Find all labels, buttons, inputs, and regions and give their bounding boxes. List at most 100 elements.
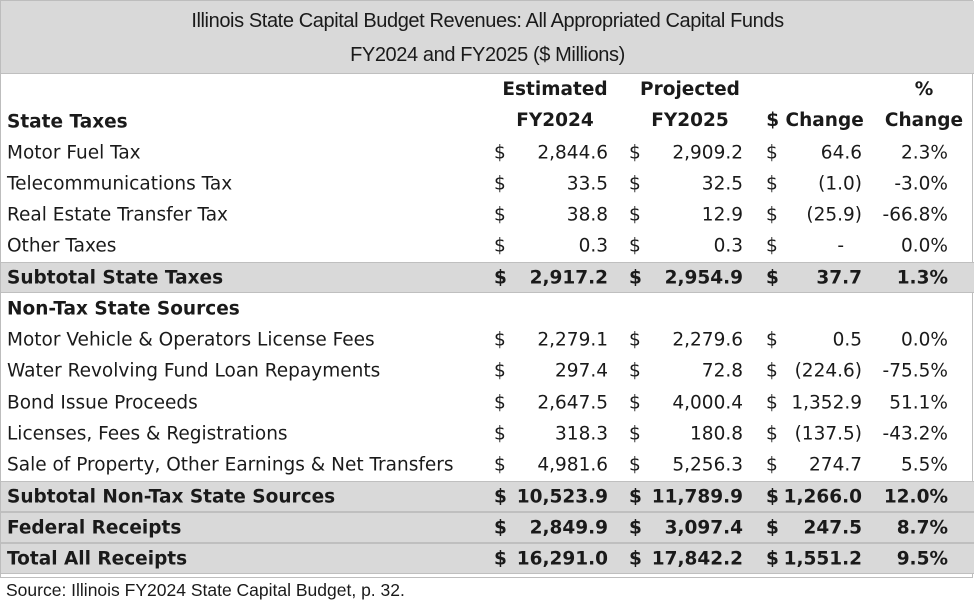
header-fy2024: FY2024	[516, 110, 594, 131]
percent-change-value: 8.7%	[896, 517, 948, 538]
change-value: (25.9)	[806, 204, 862, 225]
change-value: 1,551.2	[783, 548, 862, 569]
fy2025-value: 0.3	[713, 235, 743, 256]
dollar-sign: $	[494, 267, 507, 288]
dollar-sign: $	[766, 392, 778, 413]
table-row: Licenses, Fees & Registrations $318.3 $180…	[1, 418, 974, 449]
fy2024-value: 38.8	[566, 204, 608, 225]
row-label: Water Revolving Fund Loan Repayments	[7, 360, 381, 381]
fy2025-value: 72.8	[701, 360, 743, 381]
percent-change-value: 0.0%	[901, 329, 948, 350]
header-percent-symbol: %	[914, 79, 934, 100]
dollar-sign: $	[629, 173, 641, 194]
dollar-sign: $	[494, 548, 507, 569]
fy2024-value: 2,917.2	[529, 267, 608, 288]
fy2025-value: 32.5	[701, 173, 743, 194]
header-percent-change: Change	[884, 110, 964, 131]
row-label: Motor Vehicle & Operators License Fees	[7, 329, 375, 350]
percent-change-value: -75.5%	[882, 360, 948, 381]
percent-change-value: -43.2%	[882, 423, 948, 444]
dollar-sign: $	[629, 392, 641, 413]
fy2024-value: 0.3	[578, 235, 608, 256]
fy2024-value: 10,523.9	[516, 486, 608, 507]
table-row: Motor Vehicle & Operators License Fees $2…	[1, 324, 974, 355]
fy2024-value: 2,647.5	[537, 392, 608, 413]
dollar-sign: $	[766, 423, 778, 444]
change-value: (137.5)	[794, 423, 862, 444]
dollar-sign: $	[494, 173, 506, 194]
fy2025-value: 4,000.4	[672, 392, 743, 413]
row-label: Subtotal Non-Tax State Sources	[7, 486, 336, 507]
section-label: Non-Tax State Sources	[7, 298, 240, 319]
table-subtitle: FY2024 and FY2025 ($ Millions)	[350, 44, 625, 66]
table-row: Telecommunications Tax $33.5 $32.5 $ (1.0) -3…	[1, 168, 974, 199]
dollar-sign: $	[629, 454, 641, 475]
change-value: (224.6)	[794, 360, 862, 381]
change-value: 274.7	[809, 454, 862, 475]
dollar-sign: $	[629, 329, 641, 350]
table-row-subtotal: Federal Receipts $2,849.9 $3,097.4 $247.5 8.…	[1, 512, 974, 543]
dollar-sign: $	[629, 267, 642, 288]
dollar-sign: $	[629, 204, 641, 225]
change-value: -	[837, 235, 844, 256]
fy2025-value: 11,789.9	[651, 486, 743, 507]
dollar-sign: $	[629, 517, 642, 538]
dollar-sign: $	[766, 360, 778, 381]
fy2024-value: 4,981.6	[537, 454, 608, 475]
dollar-sign: $	[629, 548, 642, 569]
change-value: 1,266.0	[783, 486, 862, 507]
dollar-sign: $	[494, 454, 506, 475]
fy2025-value: 2,954.9	[664, 267, 743, 288]
fy2025-value: 12.9	[701, 204, 743, 225]
source-note: Source: Illinois FY2024 State Capital Bu…	[6, 580, 405, 600]
dollar-sign: $	[766, 329, 778, 350]
row-label: Other Taxes	[7, 235, 117, 256]
fy2024-value: 33.5	[566, 173, 608, 194]
row-label: Licenses, Fees & Registrations	[7, 423, 288, 444]
title-band: Illinois State Capital Budget Revenues: …	[1, 1, 974, 74]
dollar-sign: $	[766, 548, 779, 569]
row-label: Subtotal State Taxes	[7, 267, 224, 288]
table-row: Sale of Property, Other Earnings & Net T…	[1, 449, 974, 480]
dollar-sign: $	[494, 423, 506, 444]
fy2024-value: 16,291.0	[516, 548, 608, 569]
header-estimated: Estimated	[502, 79, 608, 100]
change-value: 37.7	[816, 267, 862, 288]
dollar-sign: $	[766, 173, 778, 194]
table-row: Bond Issue Proceeds $2,647.5 $4,000.4 $1,35…	[1, 387, 974, 418]
percent-change-value: 9.5%	[896, 548, 948, 569]
dollar-sign: $	[766, 267, 779, 288]
dollar-sign: $	[629, 423, 641, 444]
dollar-sign: $	[629, 142, 641, 163]
header-dollar-change: $ Change	[766, 110, 864, 131]
fy2024-value: 297.4	[555, 360, 608, 381]
fy2024-value: 318.3	[555, 423, 608, 444]
dollar-sign: $	[629, 360, 641, 381]
percent-change-value: -3.0%	[894, 173, 948, 194]
change-value: 0.5	[832, 329, 862, 350]
percent-change-value: 0.0%	[901, 235, 948, 256]
dollar-sign: $	[494, 142, 506, 163]
dollar-sign: $	[494, 235, 506, 256]
dollar-sign: $	[629, 235, 641, 256]
percent-change-value: 2.3%	[901, 142, 948, 163]
dollar-sign: $	[494, 392, 506, 413]
header-fy2025: FY2025	[651, 110, 729, 131]
fy2025-value: 2,279.6	[672, 329, 743, 350]
fy2025-value: 17,842.2	[651, 548, 743, 569]
percent-change-value: 1.3%	[896, 267, 948, 288]
table-title: Illinois State Capital Budget Revenues: …	[191, 10, 784, 32]
table-row: Real Estate Transfer Tax $38.8 $12.9 $ (25.9…	[1, 199, 974, 230]
change-value: (1.0)	[818, 173, 862, 194]
section-header: State Taxes	[1, 106, 974, 137]
fy2024-value: 2,844.6	[537, 142, 608, 163]
fy2024-value: 2,849.9	[529, 517, 608, 538]
row-label: Sale of Property, Other Earnings & Net T…	[7, 454, 454, 475]
change-value: 1,352.9	[791, 392, 862, 413]
row-label: Telecommunications Tax	[7, 173, 233, 194]
dollar-sign: $	[494, 204, 506, 225]
percent-change-value: 5.5%	[901, 454, 948, 475]
table-row-subtotal: Subtotal Non-Tax State Sources $10,523.9 $…	[1, 481, 974, 512]
row-label: Federal Receipts	[7, 517, 182, 538]
fy2025-value: 2,909.2	[672, 142, 743, 163]
